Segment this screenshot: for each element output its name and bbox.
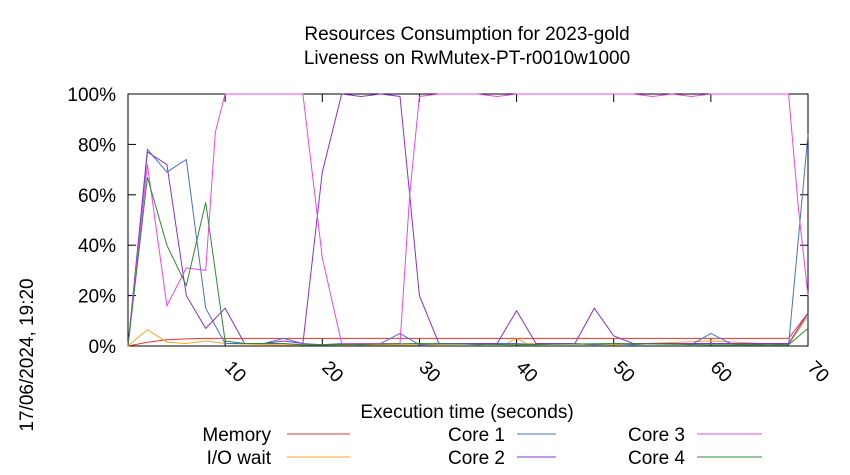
legend-label-core-2: Core 2: [448, 448, 505, 469]
timestamp-label: 17/06/2024, 19:20: [17, 278, 38, 431]
legend-label-core-1: Core 1: [448, 425, 505, 446]
series-line-i-o-wait: [127, 315, 809, 347]
x-axis-label: Execution time (seconds): [360, 402, 573, 423]
chart-title-line-2: Liveness on RwMutex-PT-r0010w1000: [304, 48, 630, 69]
y-tick-label: 60%: [78, 186, 116, 207]
y-tick-label: 100%: [67, 85, 116, 106]
series-line-core-1: [127, 134, 809, 347]
x-tick-label: 20: [317, 357, 347, 387]
series-line-memory: [127, 312, 809, 347]
series-lines: [127, 93, 809, 347]
x-tick-label: 60: [706, 357, 736, 387]
x-tick-label: 70: [803, 357, 833, 387]
x-tick-label: 40: [512, 357, 542, 387]
y-tick-label: 20%: [78, 287, 116, 308]
x-tick-label: 10: [220, 357, 250, 387]
plot-area-frame: [127, 93, 809, 347]
y-tick-label: 80%: [78, 135, 116, 156]
y-tick-label: 0%: [89, 337, 117, 358]
x-tick-label: 30: [414, 357, 444, 387]
legend-label-memory: Memory: [202, 425, 271, 446]
y-tick-label: 40%: [78, 236, 116, 257]
x-tick-label: 50: [609, 357, 639, 387]
legend-label-core-4: Core 4: [628, 448, 685, 469]
legend-label-core-3: Core 3: [628, 425, 685, 446]
series-line-core-3: [127, 93, 809, 347]
chart-title-line-1: Resources Consumption for 2023-gold: [304, 24, 629, 45]
series-line-core-2: [127, 93, 809, 347]
series-line-core-4: [127, 177, 809, 347]
y-axis: 0% 20% 40% 60% 80% 100%: [67, 85, 808, 358]
legend-label-i-o-wait: I/O wait: [207, 448, 272, 469]
